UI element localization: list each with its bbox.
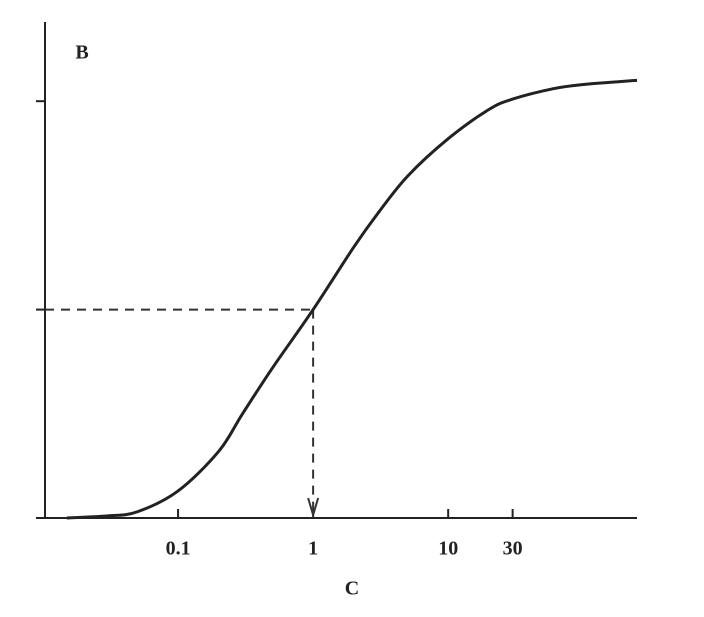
y-axis-label: B bbox=[75, 42, 88, 64]
reference-arrow bbox=[307, 497, 320, 519]
x-tick-label: 0.1 bbox=[166, 538, 191, 560]
x-tick-label: 1 bbox=[308, 538, 318, 560]
x-tick-label: 10 bbox=[438, 538, 458, 560]
curve bbox=[66, 78, 638, 520]
x-tick-label: 30 bbox=[503, 538, 523, 560]
x-axis-label: C bbox=[345, 578, 359, 600]
